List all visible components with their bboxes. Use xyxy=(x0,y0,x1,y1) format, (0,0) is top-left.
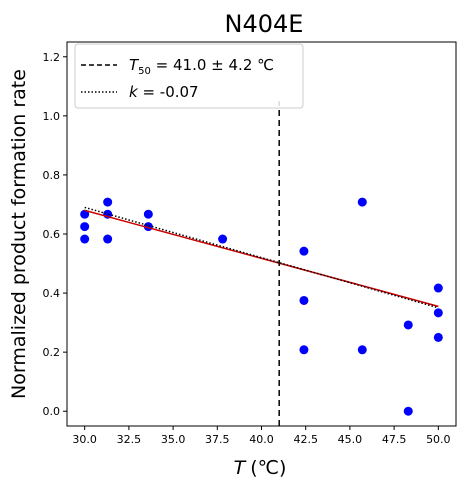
x-axis-label: T (℃) xyxy=(234,457,287,479)
legend-t50-value: = 41.0 ± 4.2 ℃ xyxy=(151,56,274,74)
y-axis-label: Normalized product formation rate xyxy=(8,69,30,399)
x-tick-label: 30.0 xyxy=(72,433,97,446)
data-point xyxy=(299,295,309,305)
data-point xyxy=(357,197,367,207)
y-tick-label: 0.2 xyxy=(43,346,61,359)
y-tick-label: 1.2 xyxy=(43,51,61,64)
data-point xyxy=(299,246,309,256)
legend-t50-sub: 50 xyxy=(138,66,151,77)
legend: T50 = 41.0 ± 4.2 ℃ k = -0.07 xyxy=(74,43,304,109)
data-point xyxy=(80,222,90,232)
y-axis-ticks: 0.0 0.2 0.4 0.6 0.8 1.0 1.2 xyxy=(43,51,67,418)
x-tick-label: 47.5 xyxy=(382,433,407,446)
data-point xyxy=(299,345,309,355)
data-point xyxy=(433,308,443,318)
data-point xyxy=(103,197,113,207)
x-axis-ticks: 30.0 32.5 35.0 37.5 40.0 42.5 45.0 47.5 50.0 xyxy=(72,426,451,446)
data-point xyxy=(218,234,228,244)
data-point xyxy=(433,283,443,293)
x-axis-label-unit: (℃) xyxy=(250,457,286,479)
data-point xyxy=(403,320,413,330)
data-point xyxy=(143,209,153,219)
x-tick-label: 32.5 xyxy=(117,433,142,446)
data-point xyxy=(403,406,413,416)
legend-box xyxy=(74,43,304,109)
legend-k-value: = -0.07 xyxy=(138,83,199,101)
fit-line xyxy=(84,209,439,308)
y-tick-label: 0.4 xyxy=(43,287,61,300)
legend-k-var: k xyxy=(129,83,139,101)
x-tick-label: 40.0 xyxy=(249,433,274,446)
x-axis-label-var: T xyxy=(234,457,247,479)
data-point xyxy=(357,345,367,355)
data-point xyxy=(433,332,443,342)
y-tick-label: 0.0 xyxy=(43,405,61,418)
legend-k-label: k = -0.07 xyxy=(129,83,199,101)
data-point xyxy=(103,234,113,244)
x-tick-label: 45.0 xyxy=(338,433,363,446)
x-tick-label: 42.5 xyxy=(293,433,318,446)
y-tick-label: 0.6 xyxy=(43,228,61,241)
data-point xyxy=(80,209,90,219)
y-tick-label: 0.8 xyxy=(43,169,61,182)
chart-title: N404E xyxy=(225,10,304,38)
legend-t50-var: T xyxy=(129,56,140,74)
x-tick-label: 50.0 xyxy=(426,433,451,446)
x-tick-label: 37.5 xyxy=(205,433,230,446)
x-tick-label: 35.0 xyxy=(161,433,186,446)
legend-t50-label: T50 = 41.0 ± 4.2 ℃ xyxy=(129,56,274,77)
data-point xyxy=(80,234,90,244)
y-tick-label: 1.0 xyxy=(43,110,61,123)
